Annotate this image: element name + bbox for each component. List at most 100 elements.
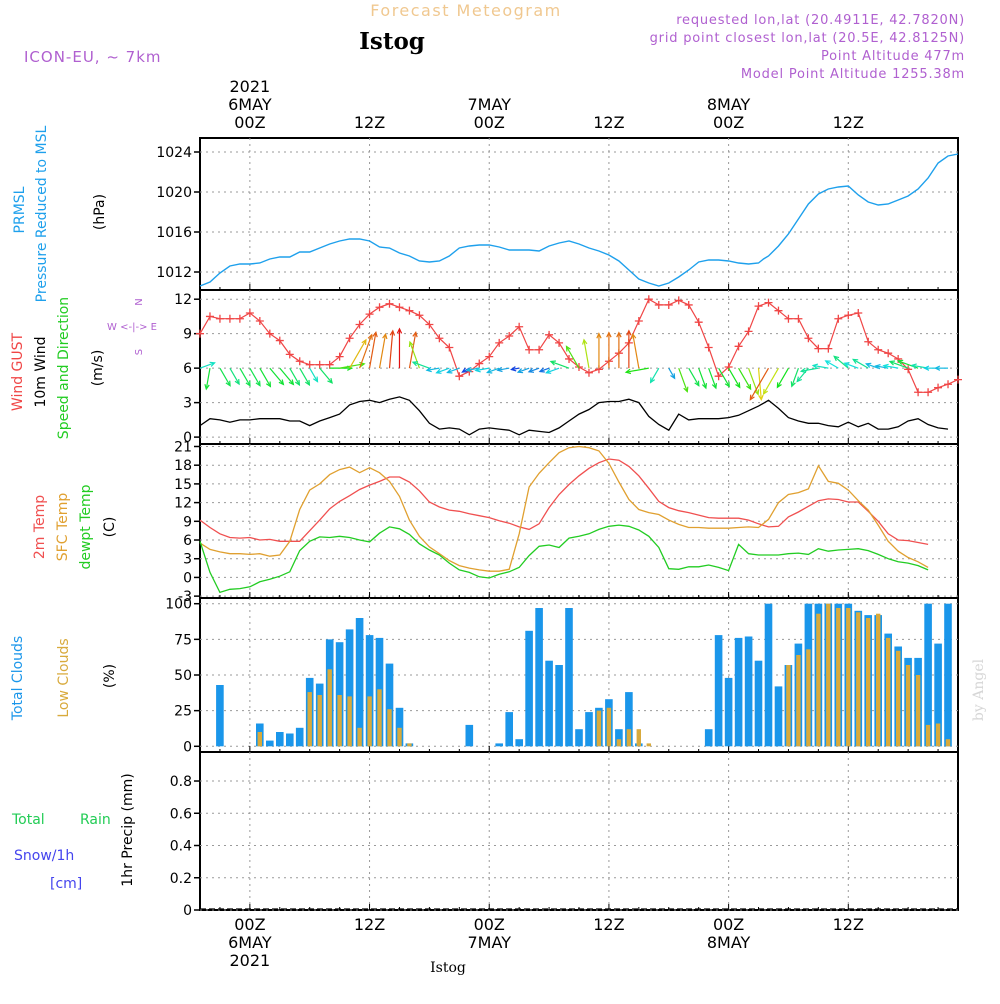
- wind-arrow-head: [255, 380, 261, 387]
- gust-marker: [545, 330, 554, 339]
- wind-arrow-head: [510, 366, 517, 372]
- low-cloud-bar: [896, 650, 901, 747]
- wind-arrow-head: [811, 363, 819, 369]
- wind-arrow: [728, 367, 741, 388]
- total-cloud-bar: [764, 603, 773, 747]
- gust-marker: [904, 365, 913, 374]
- time-label-top: 12Z: [354, 113, 385, 132]
- cloud-unit: (%): [102, 664, 118, 688]
- model-label: ICON-EU, ~ 7km: [24, 48, 162, 66]
- wind-arrow-head: [327, 377, 333, 384]
- wind-arrow: [319, 367, 333, 384]
- gust-marker: [644, 295, 653, 304]
- precip-unit: 1hr Precip (mm): [120, 773, 136, 886]
- wind10m-line: [199, 396, 949, 436]
- wind-arrow-head: [435, 368, 442, 374]
- precip-ytick-label: 0.2: [170, 871, 192, 887]
- gust-marker: [704, 343, 713, 352]
- time-label-top: 6MAY: [228, 95, 272, 114]
- grid-point-coords: grid point closest lon,lat (20.5E, 42.81…: [650, 31, 965, 46]
- time-label-top: 00Z: [474, 113, 505, 132]
- gust-marker: [864, 337, 873, 346]
- cloud-ytick-label: 100: [165, 597, 192, 613]
- wind-arrow-head: [833, 355, 840, 362]
- wind-arrow: [349, 339, 367, 369]
- dewpt-line: [199, 524, 929, 594]
- low-cloud-bar: [646, 743, 651, 747]
- low-cloud-bar: [347, 696, 352, 747]
- cloud-ytick-label: 0: [183, 739, 192, 755]
- wind-arrow-head: [412, 330, 418, 338]
- low-cloud-bar: [327, 669, 332, 747]
- total-cloud-bar: [266, 740, 274, 747]
- precip-cm-label: [cm]: [50, 876, 82, 892]
- precip-panel: Total Rain Snow/1h [cm] 1hr Precip (mm) …: [11, 751, 959, 919]
- low-cloud-bar: [616, 739, 622, 747]
- sfc-label: SFC Temp: [55, 493, 71, 562]
- pressure-panel: PRMSL Pressure Reduced to MSL (hPa) 1012…: [12, 125, 959, 302]
- wind-direction-label: Speed and Direction: [56, 297, 72, 439]
- precip-ytick-label: 0.4: [170, 839, 192, 855]
- temp-unit: (C): [102, 517, 118, 538]
- gust-marker: [305, 360, 314, 369]
- gust-marker: [734, 342, 743, 351]
- wind-arrow: [229, 367, 240, 385]
- t2m-label: 2m Temp: [32, 495, 48, 559]
- wind-arrow: [883, 365, 899, 369]
- time-label-bottom: 12Z: [593, 915, 624, 934]
- low-cloud-bar: [596, 710, 602, 747]
- wind-arrow-head: [934, 365, 941, 371]
- gust-marker: [196, 329, 204, 338]
- wind-arrow-head: [486, 368, 493, 374]
- temp-ytick-label: -3: [178, 589, 192, 605]
- time-label-bottom: 12Z: [833, 915, 864, 934]
- wind-arrow: [698, 367, 707, 389]
- pressure-ytick-label: 1016: [156, 225, 192, 241]
- gust-marker: [235, 314, 244, 323]
- temp-ytick-label: 3: [183, 552, 192, 568]
- precip-total-label: Total: [11, 812, 45, 828]
- wind-arrow-head: [843, 362, 850, 368]
- wind-arrow-head: [225, 380, 231, 387]
- wind-arrow: [539, 367, 550, 373]
- wind-arrow-head: [425, 366, 432, 373]
- gust-marker: [804, 334, 813, 343]
- time-label-bottom: 00Z: [713, 915, 744, 934]
- gust-marker: [565, 354, 574, 363]
- cloud-ytick-label: 25: [174, 704, 192, 720]
- wind-arrow: [718, 367, 730, 387]
- total-cloud-bar: [335, 642, 344, 747]
- wind-arrow-head: [694, 380, 700, 387]
- chart-title: Forecast Meteogram: [370, 1, 561, 20]
- wind-arrow-head: [882, 363, 889, 369]
- wind-arrow-head: [545, 368, 552, 374]
- gust-marker: [674, 296, 683, 305]
- total-cloud-bar: [535, 608, 543, 747]
- wind-arrow-head: [796, 376, 803, 383]
- low-cloud-bar: [935, 723, 941, 747]
- gust-marker: [784, 314, 793, 323]
- total-cloud-bar: [934, 643, 942, 747]
- wind-arrow: [668, 367, 676, 379]
- time-label-top: 00Z: [713, 113, 744, 132]
- gust-marker: [455, 372, 464, 381]
- gust-marker: [385, 299, 394, 308]
- gust-marker: [944, 380, 953, 389]
- pressure-label-2: Pressure Reduced to MSL: [34, 125, 50, 302]
- wind10m-label: 10m Wind: [33, 336, 49, 407]
- gust-marker: [225, 314, 234, 323]
- gust-marker: [495, 338, 504, 347]
- wind-arrow-head: [234, 379, 240, 386]
- temp-ytick-label: 21: [174, 439, 192, 455]
- gust-marker: [345, 334, 354, 343]
- low-cloud-bar: [846, 608, 851, 747]
- pressure-label-1: PRMSL: [12, 186, 28, 233]
- gust-marker: [854, 308, 863, 317]
- time-label-bottom: 12Z: [354, 915, 385, 934]
- pressure-ytick-label: 1024: [156, 145, 192, 161]
- wind-arrow-head: [923, 365, 930, 371]
- precip-ytick-label: 0: [183, 903, 192, 919]
- time-label-bottom: 6MAY: [228, 933, 272, 952]
- wind-arrow: [0, 0, 958, 368]
- total-cloud-bar: [525, 630, 533, 747]
